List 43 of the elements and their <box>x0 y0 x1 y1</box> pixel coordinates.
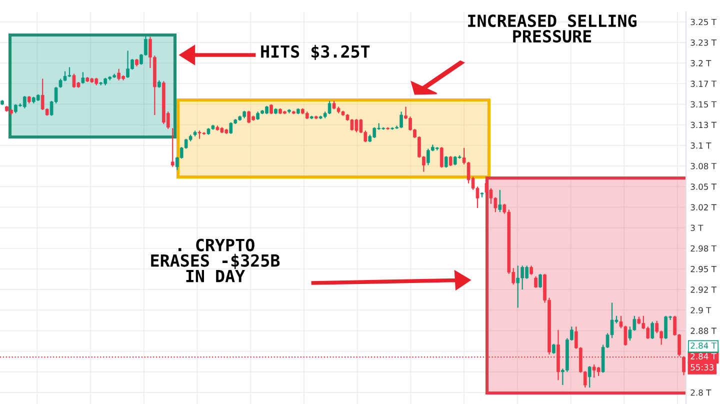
y-tick-label: 2.98 T <box>690 245 716 252</box>
annotation: . CRYPTO ERASES -$325B IN DAY <box>151 238 280 282</box>
candlestick <box>596 366 600 377</box>
candlestick <box>448 156 452 167</box>
candlestick <box>247 110 251 124</box>
candlestick <box>534 276 538 288</box>
annotation: HITS $3.25T <box>261 44 370 60</box>
annotation: INCREASED SELLING PRESSURE <box>468 14 636 43</box>
candlestick <box>270 104 273 115</box>
y-tick-label: 2.92 T <box>690 286 716 293</box>
text: 55:33 <box>690 364 714 370</box>
candlestick <box>72 73 76 88</box>
y-tick-label: 3.15 T <box>690 101 716 108</box>
y-tick-label: 3.1 T <box>690 142 712 149</box>
candlestick <box>530 265 533 276</box>
y-tick-label: 3.02 T <box>690 204 716 210</box>
y-tick-label: 2.88 T <box>690 328 716 334</box>
candlestick <box>552 343 556 354</box>
candlestick <box>229 122 233 134</box>
candlestick <box>516 265 520 308</box>
annotation: 2.84 T <box>690 342 716 349</box>
candlestick <box>538 273 542 288</box>
y-tick-label: 3.08 T <box>690 162 716 170</box>
candlestick <box>170 128 174 168</box>
candlestick <box>328 100 332 115</box>
y-tick-label: 3.2 T <box>690 60 712 66</box>
y-tick-label: 3.13 T <box>690 122 716 128</box>
y-tick-label: 3 T <box>690 224 704 232</box>
y-tick-label: 3.25 T <box>690 18 716 26</box>
candlestick <box>588 366 592 388</box>
candlestick <box>498 189 502 213</box>
y-tick-label: 3.17 T <box>690 80 716 87</box>
candlestick <box>444 156 448 168</box>
y-tick-label: 2.8 T <box>690 389 712 396</box>
y-tick-label: 3.05 T <box>690 184 716 190</box>
y-tick-label: 2.95 T <box>690 266 716 272</box>
y-tick-label: 2.9 T <box>690 307 712 314</box>
ref-line-label: 2.84 T <box>690 353 716 360</box>
y-tick-label: 3.23 T <box>690 39 716 46</box>
candlestick <box>81 72 85 84</box>
candlestick <box>22 95 26 109</box>
candlestick <box>650 321 654 340</box>
candlestick <box>440 146 444 168</box>
